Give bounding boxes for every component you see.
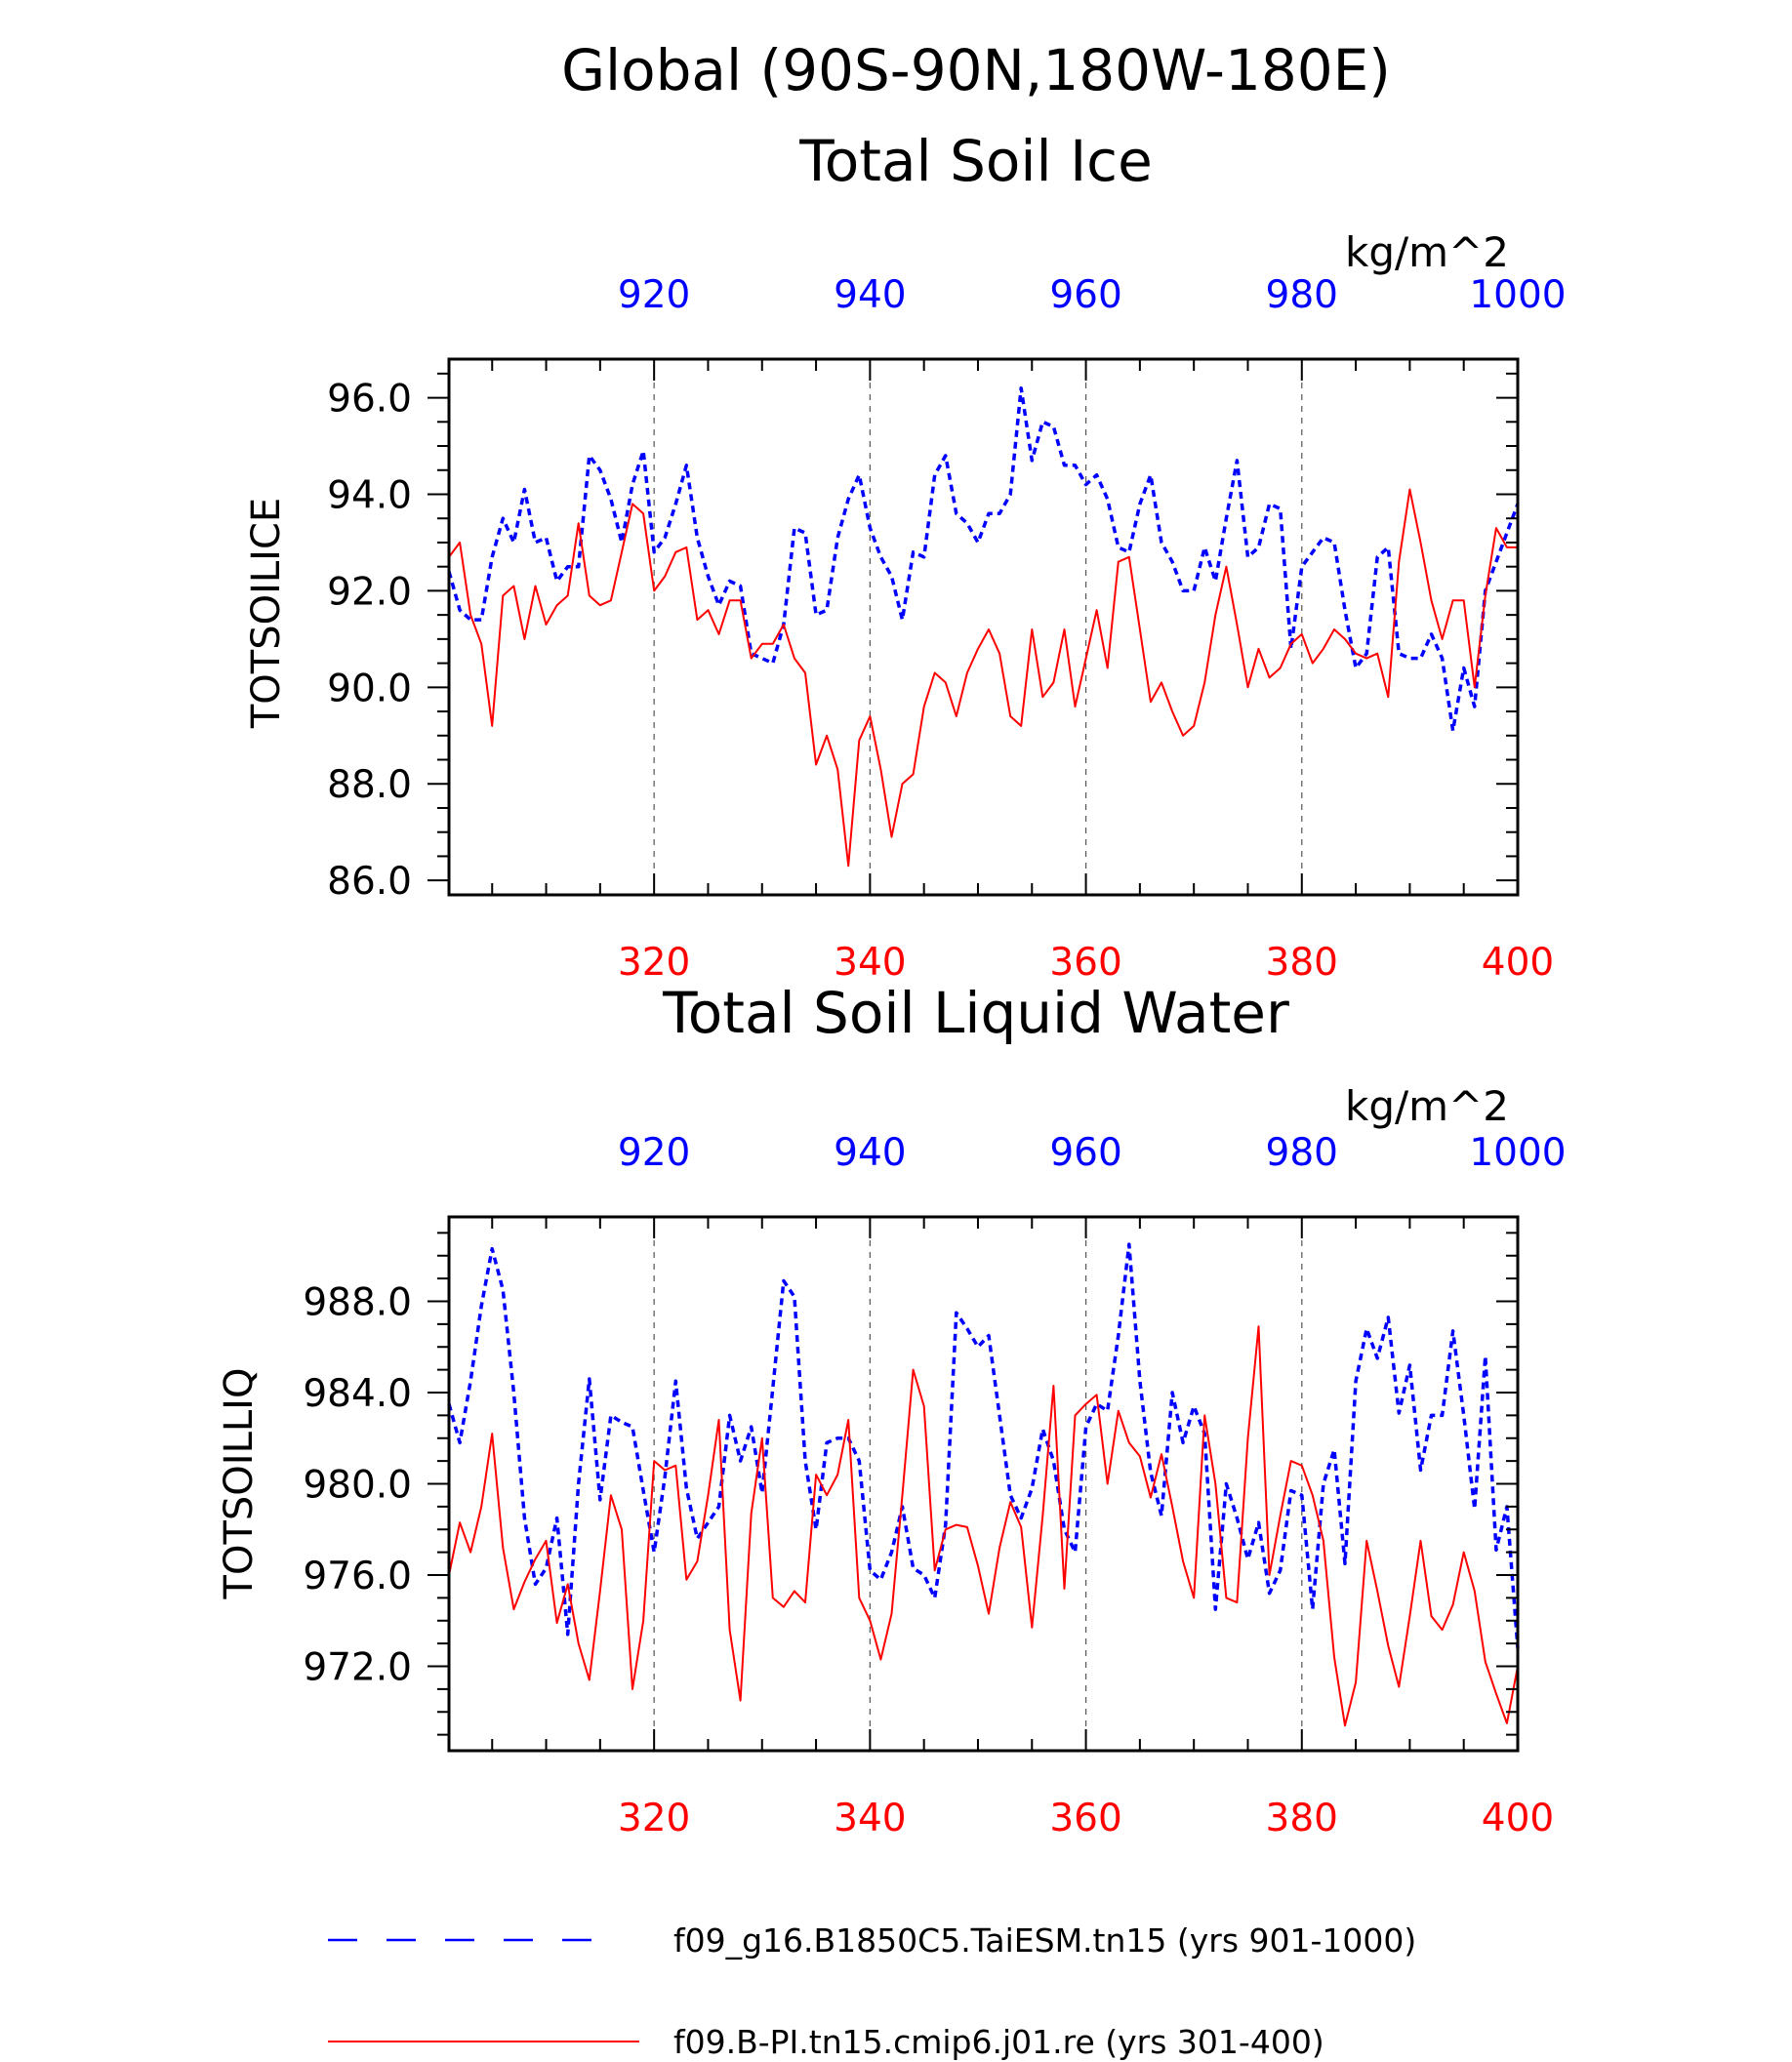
ticks-soil-ice — [428, 359, 1519, 895]
x-tick-label-bottom: 400 — [1482, 1797, 1554, 1840]
y-tick-label: 984.0 — [303, 1372, 412, 1416]
x-tick-label-bottom: 320 — [618, 1797, 690, 1840]
units-label-soil-ice: kg/m^2 — [1345, 228, 1509, 276]
chart-title-soil-ice: Total Soil Ice — [798, 128, 1153, 194]
chart-panel-soil-liquid: Total Soil Liquid Water kg/m^2 TOTSOILLI… — [217, 980, 1567, 1840]
x-tick-label-bottom: 380 — [1266, 941, 1338, 985]
legend-label-blue: f09_g16.B1850C5.TaiESM.tn15 (yrs 901-100… — [673, 1921, 1416, 1960]
series-line-blue-dashed — [447, 1242, 1520, 1648]
y-tick-label: 86.0 — [327, 860, 412, 904]
legend: f09_g16.B1850C5.TaiESM.tn15 (yrs 901-100… — [328, 1921, 1416, 2061]
legend-label-red: f09.B-PI.tn15.cmip6.j01.re (yrs 301-400) — [673, 2023, 1324, 2061]
y-tick-label: 972.0 — [303, 1646, 412, 1690]
tick-labels-soil-ice: 320 340 360 380 400 920 940 960 980 1000 86.0 88.0 9… — [327, 273, 1566, 985]
chart-title-soil-liquid: Total Soil Liquid Water — [662, 980, 1289, 1046]
x-tick-label-top: 960 — [1049, 1131, 1121, 1175]
y-axis-label-soil-ice: TOTSOILICE — [244, 498, 289, 729]
y-tick-label: 94.0 — [327, 473, 412, 517]
x-tick-label-bottom: 320 — [618, 941, 690, 985]
x-tick-label-bottom: 360 — [1049, 941, 1121, 985]
x-tick-label-bottom: 400 — [1482, 941, 1554, 985]
tick-labels-soil-liquid: 320 340 360 380 400 920 940 960 980 1000 972.0 976.… — [303, 1131, 1566, 1840]
x-tick-label-top: 940 — [834, 273, 906, 317]
y-tick-label: 92.0 — [327, 570, 412, 614]
y-tick-label: 980.0 — [303, 1464, 412, 1508]
grid-soil-liquid — [653, 1217, 1303, 1751]
figure-title: Global (90S-90N,180W-180E) — [561, 37, 1391, 103]
x-tick-label-bottom: 340 — [834, 941, 906, 985]
y-tick-label: 88.0 — [327, 763, 412, 807]
x-tick-label-top: 920 — [618, 273, 690, 317]
y-tick-label: 90.0 — [327, 667, 412, 710]
series-line-blue-dashed — [447, 385, 1520, 733]
ticks-soil-liquid — [428, 1217, 1519, 1751]
x-tick-label-top: 980 — [1266, 273, 1338, 317]
x-tick-label-top: 1000 — [1469, 273, 1566, 317]
units-label-soil-liquid: kg/m^2 — [1345, 1082, 1509, 1130]
series-line-red-solid — [448, 488, 1518, 868]
y-tick-label: 976.0 — [303, 1555, 412, 1598]
chart-panel-soil-ice: Total Soil Ice kg/m^2 TOTSOILICE 320 340 3… — [244, 128, 1567, 985]
x-tick-label-bottom: 340 — [834, 1797, 906, 1840]
y-tick-label: 988.0 — [303, 1280, 412, 1324]
series-group-soil-ice — [447, 385, 1520, 868]
y-tick-label: 96.0 — [327, 378, 412, 422]
y-axis-label-soil-liquid: TOTSOILLIQ — [217, 1368, 262, 1600]
x-tick-label-bottom: 360 — [1049, 1797, 1121, 1840]
x-tick-label-top: 920 — [618, 1131, 690, 1175]
x-tick-label-top: 940 — [834, 1131, 906, 1175]
x-tick-label-bottom: 380 — [1266, 1797, 1338, 1840]
series-line-red-solid — [448, 1325, 1519, 1727]
plot-frame-soil-ice — [447, 357, 1520, 897]
series-group-soil-liquid — [447, 1242, 1520, 1727]
x-tick-label-top: 980 — [1266, 1131, 1338, 1175]
x-tick-label-top: 960 — [1049, 273, 1121, 317]
grid-soil-ice — [653, 359, 1303, 895]
x-tick-label-top: 1000 — [1469, 1131, 1566, 1175]
